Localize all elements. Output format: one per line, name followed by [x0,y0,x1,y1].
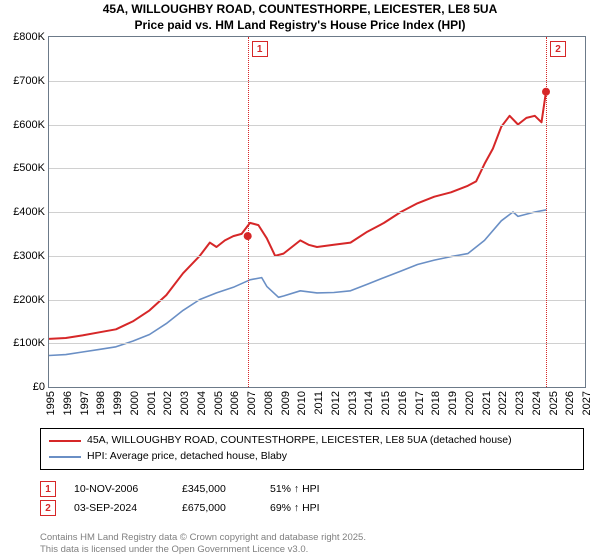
xtick-label: 2025 [548,391,560,415]
xtick-label: 2019 [447,391,459,415]
event-marker: 2 [550,41,566,57]
xtick-label: 2020 [464,391,476,415]
xtick-label: 1996 [62,391,74,415]
event-number-box: 2 [40,500,56,516]
gridline-h [49,343,585,344]
gridline-h [49,125,585,126]
legend-label: HPI: Average price, detached house, Blab… [87,449,287,465]
event-delta: 51% ↑ HPI [270,483,320,495]
xtick-label: 2008 [263,391,275,415]
ytick-label: £300K [13,250,45,262]
gridline-h [49,212,585,213]
gridline-h [49,256,585,257]
event-delta: 69% ↑ HPI [270,502,320,514]
xtick-label: 2011 [313,391,325,415]
plot-area: £0£100K£200K£300K£400K£500K£600K£700K£80… [48,36,586,388]
xtick-label: 2001 [146,391,158,415]
xtick-label: 1995 [45,391,57,415]
xtick-label: 2012 [330,391,342,415]
legend-swatch [49,440,81,442]
title-line-1: 45A, WILLOUGHBY ROAD, COUNTESTHORPE, LEI… [0,2,600,18]
ytick-label: £600K [13,119,45,131]
legend: 45A, WILLOUGHBY ROAD, COUNTESTHORPE, LEI… [40,428,584,470]
xtick-label: 2015 [380,391,392,415]
xtick-label: 2027 [581,391,593,415]
xtick-label: 2013 [347,391,359,415]
event-row: 2 03-SEP-2024 £675,000 69% ↑ HPI [40,500,584,516]
xtick-label: 2021 [481,391,493,415]
xtick-label: 2007 [246,391,258,415]
xtick-label: 1997 [79,391,91,415]
xtick-label: 2004 [196,391,208,415]
legend-swatch [49,456,81,458]
title-line-2: Price paid vs. HM Land Registry's House … [0,18,600,34]
chart-title: 45A, WILLOUGHBY ROAD, COUNTESTHORPE, LEI… [0,0,600,33]
ytick-label: £400K [13,206,45,218]
event-marker: 1 [252,41,268,57]
gridline-h [49,300,585,301]
footer: Contains HM Land Registry data © Crown c… [40,532,584,556]
xtick-label: 2017 [414,391,426,415]
xtick-label: 2018 [430,391,442,415]
xtick-label: 2022 [497,391,509,415]
xtick-label: 2014 [363,391,375,415]
event-vline [248,37,249,387]
xtick-label: 2023 [514,391,526,415]
chart: £0£100K£200K£300K£400K£500K£600K£700K£80… [0,36,600,416]
xtick-label: 2026 [564,391,576,415]
gridline-h [49,81,585,82]
footer-line-1: Contains HM Land Registry data © Crown c… [40,532,584,544]
ytick-label: £0 [33,381,45,393]
event-date: 10-NOV-2006 [74,483,164,495]
event-number-box: 1 [40,481,56,497]
event-date: 03-SEP-2024 [74,502,164,514]
xtick-label: 2003 [179,391,191,415]
legend-item: 45A, WILLOUGHBY ROAD, COUNTESTHORPE, LEI… [49,433,575,449]
series-hpi [49,210,547,356]
series-price_paid [49,92,546,339]
event-price: £675,000 [182,502,252,514]
xtick-label: 2002 [162,391,174,415]
xtick-label: 2009 [280,391,292,415]
xtick-label: 2000 [129,391,141,415]
xtick-label: 2006 [229,391,241,415]
events-table: 1 10-NOV-2006 £345,000 51% ↑ HPI 2 03-SEP-202… [40,472,584,519]
event-row: 1 10-NOV-2006 £345,000 51% ↑ HPI [40,481,584,497]
event-vline [546,37,547,387]
xtick-label: 2010 [296,391,308,415]
xtick-label: 2024 [531,391,543,415]
xtick-label: 2005 [213,391,225,415]
footer-line-2: This data is licensed under the Open Gov… [40,544,584,556]
event-price: £345,000 [182,483,252,495]
ytick-label: £700K [13,75,45,87]
ytick-label: £100K [13,337,45,349]
ytick-label: £500K [13,162,45,174]
legend-label: 45A, WILLOUGHBY ROAD, COUNTESTHORPE, LEI… [87,433,512,449]
gridline-h [49,168,585,169]
xtick-label: 1999 [112,391,124,415]
xtick-label: 2016 [397,391,409,415]
xtick-label: 1998 [95,391,107,415]
legend-item: HPI: Average price, detached house, Blab… [49,449,575,465]
ytick-label: £200K [13,294,45,306]
ytick-label: £800K [13,31,45,43]
